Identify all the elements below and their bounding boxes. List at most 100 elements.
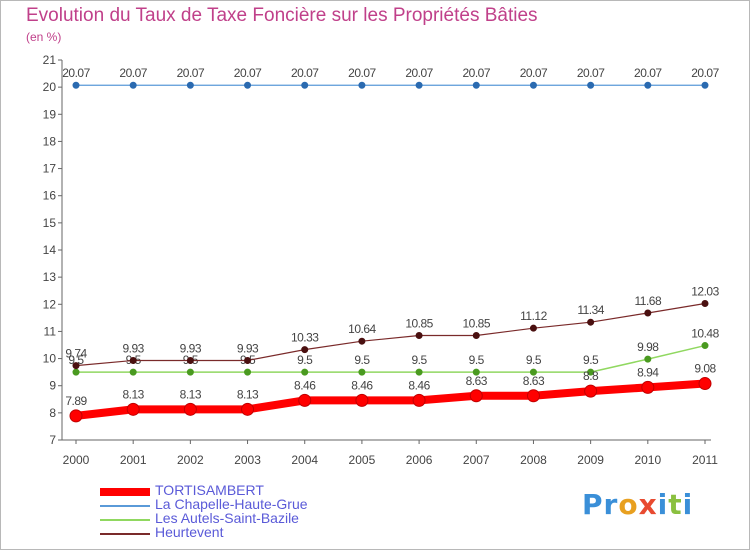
data-label: 9.93	[237, 341, 259, 355]
x-tick-label: 2005	[349, 453, 376, 467]
data-point	[644, 355, 652, 363]
x-tick-label: 2003	[234, 453, 261, 467]
data-label: 9.08	[694, 362, 716, 376]
data-label: 7.89	[65, 394, 87, 408]
series-line	[76, 344, 706, 373]
data-point	[415, 332, 423, 339]
y-tick-label: 16	[43, 189, 57, 203]
y-tick-label: 13	[43, 270, 57, 284]
data-point	[69, 409, 83, 423]
data-label: 20.07	[691, 66, 719, 80]
data-label: 11.12	[520, 309, 547, 323]
x-tick-label: 2008	[520, 453, 547, 467]
legend-label: TORTISAMBERT	[155, 482, 264, 498]
proxiti-logo: Proxiti	[582, 488, 693, 521]
data-point	[529, 368, 537, 376]
x-tick-label: 2004	[291, 453, 318, 467]
data-point	[358, 81, 366, 89]
data-label: 20.07	[234, 66, 262, 80]
data-point	[415, 81, 423, 89]
data-point	[584, 384, 598, 398]
data-label: 9.5	[469, 353, 485, 367]
data-point	[526, 389, 540, 403]
legend-label: La Chapelle-Haute-Grue	[155, 496, 308, 512]
y-tick-label: 11	[44, 324, 57, 338]
logo-letter: x	[638, 488, 658, 521]
data-point	[701, 81, 709, 89]
y-tick-label: 19	[43, 107, 57, 121]
y-tick-label: 10	[43, 352, 57, 366]
x-tick-label: 2009	[577, 453, 604, 467]
legend-label: Les Autels-Saint-Bazile	[155, 510, 299, 526]
data-point	[587, 318, 595, 326]
data-point	[698, 377, 712, 391]
data-point	[472, 332, 480, 339]
legend-swatch	[100, 505, 150, 507]
data-point	[298, 393, 312, 407]
data-label: 8.13	[123, 387, 145, 401]
data-point	[701, 342, 709, 350]
series-0: 7.89 8.13 8.13 8.13 8.46 8.46 8.46 8.63 8.63 8.8 8…	[65, 362, 717, 423]
chart-subtitle: (en %)	[26, 30, 62, 44]
logo-letter: P	[582, 488, 604, 521]
data-point	[412, 393, 426, 407]
x-tick-label: 2002	[177, 453, 204, 467]
y-tick-label: 14	[43, 243, 57, 257]
logo-letter: r	[603, 488, 619, 521]
legend-swatch	[100, 519, 150, 521]
data-point	[126, 402, 140, 416]
series-3: 9.74 9.93 9.93 9.93 10.33 10.64 10.85 10.85 11.1…	[65, 284, 720, 370]
data-label: 20.07	[177, 66, 205, 80]
data-label: 8.8	[583, 369, 599, 383]
data-label: 8.46	[294, 378, 316, 392]
x-tick-label: 2011	[692, 453, 718, 467]
data-point	[415, 368, 423, 376]
chart-title: Evolution du Taux de Taxe Foncière sur l…	[26, 5, 538, 26]
y-tick-label: 12	[43, 297, 57, 311]
data-label: 11.68	[634, 294, 661, 308]
logo-letter: i	[657, 488, 669, 521]
data-point	[129, 356, 137, 364]
legend-swatch	[100, 488, 150, 496]
data-label: 10.64	[348, 322, 376, 336]
y-tick-label: 20	[43, 80, 57, 94]
data-label: 10.85	[463, 317, 491, 331]
data-label: 20.07	[634, 66, 662, 80]
y-tick-label: 15	[43, 216, 57, 230]
series-line	[75, 302, 706, 367]
data-label: 9.5	[297, 353, 313, 367]
data-label: 20.07	[348, 66, 376, 80]
data-label: 10.33	[291, 331, 319, 345]
data-point	[72, 368, 80, 376]
data-point	[183, 402, 197, 416]
y-tick-label: 7	[49, 433, 56, 447]
data-label: 20.07	[119, 66, 147, 80]
data-label: 20.07	[577, 66, 605, 80]
data-point	[355, 393, 369, 407]
data-label: 9.74	[65, 347, 87, 361]
y-tick-label: 18	[43, 134, 57, 148]
data-point	[244, 368, 252, 376]
data-point	[244, 356, 252, 364]
data-label: 9.98	[637, 340, 659, 354]
logo-letter: t	[668, 488, 683, 521]
y-tick-label: 8	[49, 406, 56, 420]
data-label: 9.93	[180, 341, 202, 355]
data-point	[358, 337, 366, 345]
y-tick-label: 9	[49, 379, 56, 393]
data-point	[186, 356, 194, 364]
data-point	[587, 368, 595, 376]
data-point	[301, 368, 309, 376]
data-label: 8.13	[237, 387, 259, 401]
logo-letter: i	[682, 488, 694, 521]
data-point	[241, 402, 255, 416]
data-point	[529, 81, 537, 89]
data-point	[358, 368, 366, 376]
data-point	[186, 81, 194, 89]
data-point	[472, 368, 480, 376]
data-point	[644, 309, 652, 317]
logo-letter: o	[618, 488, 639, 521]
